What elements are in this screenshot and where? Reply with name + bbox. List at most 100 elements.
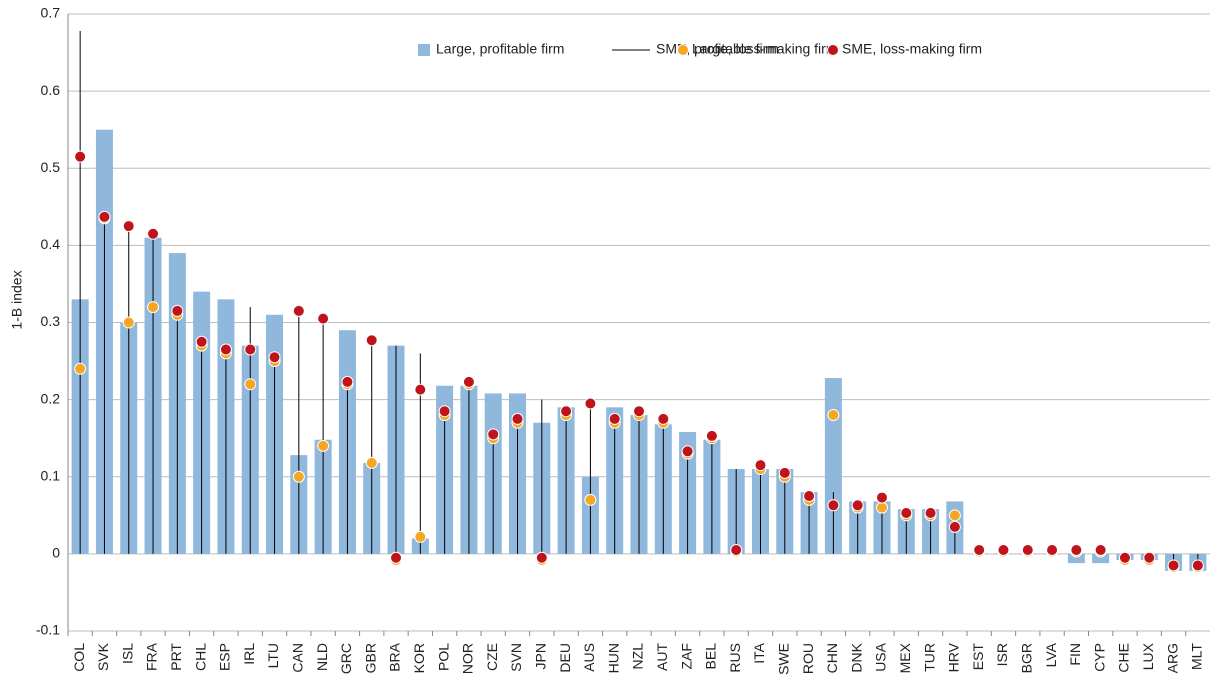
bar	[824, 378, 842, 554]
legend-swatch	[827, 44, 839, 56]
dot	[827, 409, 840, 422]
dot	[973, 544, 986, 557]
dot	[268, 351, 281, 364]
dot	[1070, 544, 1083, 557]
dot	[851, 499, 864, 512]
x-tick-label: ARG	[1164, 643, 1180, 673]
x-tick-label: SVN	[508, 643, 524, 672]
dot	[997, 544, 1010, 557]
dot	[584, 493, 597, 506]
dot	[98, 210, 111, 223]
x-tick-label: CZE	[484, 643, 500, 671]
dot	[584, 397, 597, 410]
x-tick-label: NZL	[630, 643, 646, 670]
x-tick-label: HUN	[605, 643, 621, 673]
x-tick-label: BEL	[703, 643, 719, 670]
x-tick-label: SVK	[95, 642, 111, 671]
dot	[74, 362, 87, 375]
x-tick-label: NOR	[460, 643, 476, 674]
x-tick-label: PRT	[168, 643, 184, 671]
x-tick-label: ITA	[751, 642, 767, 663]
dot	[414, 383, 427, 396]
dot	[147, 227, 160, 240]
x-tick-label: IRL	[241, 643, 257, 665]
y-tick-label: 0.3	[41, 313, 61, 329]
x-tick-label: DEU	[557, 643, 573, 673]
x-tick-label: CHE	[1116, 643, 1132, 673]
dot	[122, 220, 135, 233]
x-tick-label: SWE	[775, 643, 791, 675]
y-tick-label: 0.1	[41, 467, 61, 483]
dot	[195, 335, 208, 348]
x-tick-label: CYP	[1091, 643, 1107, 672]
dot	[803, 490, 816, 503]
legend-swatch	[677, 44, 689, 56]
dot	[511, 412, 524, 425]
y-tick-label: 0.5	[41, 159, 61, 175]
x-tick-label: GBR	[362, 643, 378, 673]
dot	[414, 530, 427, 543]
dot	[365, 334, 378, 347]
bar	[1092, 553, 1110, 564]
dot	[1046, 544, 1059, 557]
dot	[900, 506, 913, 519]
x-tick-label: HRV	[946, 642, 962, 672]
dot	[681, 445, 694, 458]
x-tick-label: MLT	[1189, 643, 1205, 670]
x-tick-label: AUS	[581, 643, 597, 672]
dot	[535, 551, 548, 564]
x-tick-label: LVA	[1043, 642, 1059, 667]
dot	[487, 428, 500, 441]
y-tick-label: -0.1	[36, 622, 60, 638]
dot	[122, 316, 135, 329]
x-tick-label: LTU	[265, 643, 281, 668]
dot	[438, 405, 451, 418]
dot	[74, 150, 87, 163]
dot	[292, 304, 305, 317]
dot	[1191, 559, 1204, 572]
legend-swatch	[418, 44, 430, 56]
dot	[827, 499, 840, 512]
dot	[317, 439, 330, 452]
dot	[1167, 559, 1180, 572]
x-tick-label: DNK	[848, 642, 864, 672]
dot	[1094, 544, 1107, 557]
x-tick-label: BRA	[387, 642, 403, 671]
dot	[390, 551, 403, 564]
dot	[608, 412, 621, 425]
y-tick-label: 0.4	[41, 236, 61, 252]
x-tick-label: CAN	[290, 643, 306, 673]
x-tick-label: ISR	[994, 643, 1010, 666]
bar	[1067, 553, 1085, 564]
dot	[244, 343, 257, 356]
x-tick-label: COL	[71, 643, 87, 672]
legend-label: SME, loss-making firm	[842, 41, 982, 57]
x-tick-label: ROU	[800, 643, 816, 674]
dot	[948, 520, 961, 533]
x-tick-label: GRC	[338, 643, 354, 674]
x-tick-label: BGR	[1018, 643, 1034, 673]
x-tick-label: AUT	[654, 643, 670, 671]
dot	[705, 429, 718, 442]
dot	[365, 456, 378, 469]
y-tick-label: 0.6	[41, 82, 61, 98]
x-tick-label: USA	[873, 642, 889, 671]
dot	[924, 506, 937, 519]
dot	[875, 501, 888, 514]
x-tick-label: TUR	[921, 643, 937, 672]
dot	[292, 470, 305, 483]
dot	[560, 405, 573, 418]
dot	[1021, 544, 1034, 557]
x-tick-label: KOR	[411, 643, 427, 673]
dot	[948, 509, 961, 522]
dot	[171, 304, 184, 317]
dot	[341, 375, 354, 388]
dot	[219, 343, 232, 356]
x-tick-label: RUS	[727, 643, 743, 673]
x-tick-label: CHN	[824, 643, 840, 673]
x-tick-label: CHL	[192, 643, 208, 671]
y-tick-label: 0.2	[41, 390, 61, 406]
y-tick-label: 0.7	[41, 5, 61, 21]
x-tick-label: FIN	[1067, 643, 1083, 666]
